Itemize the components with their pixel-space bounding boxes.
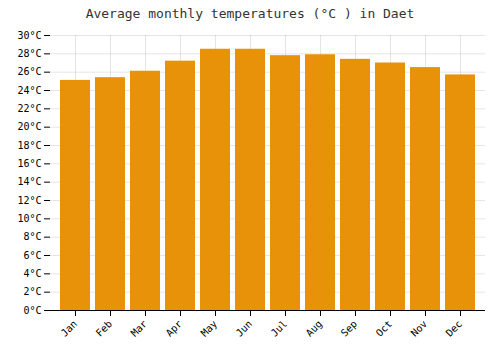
svg-text:6°C: 6°C [23,250,41,261]
svg-text:16°C: 16°C [17,158,41,169]
svg-text:Aug: Aug [304,318,325,339]
svg-text:2°C: 2°C [23,286,41,297]
svg-text:18°C: 18°C [17,140,41,151]
svg-text:Jan: Jan [59,318,80,339]
svg-text:12°C: 12°C [17,195,41,206]
svg-text:Dec: Dec [444,318,465,339]
svg-text:24°C: 24°C [17,85,41,96]
svg-text:30°C: 30°C [17,30,41,41]
svg-text:Oct: Oct [374,318,395,339]
svg-text:14°C: 14°C [17,176,41,187]
html-text:Average monthly temperatures (: Average monthly temperatures (°C ) in Da… [85,6,415,21]
svg-text:Apr: Apr [164,318,185,339]
svg-text:Sep: Sep [339,318,360,339]
svg-text:8°C: 8°C [23,231,41,242]
svg-text:Mar: Mar [129,318,150,339]
svg-text:26°C: 26°C [17,66,41,77]
svg-text:Jun: Jun [234,318,255,339]
svg-text:22°C: 22°C [17,103,41,114]
svg-text:10°C: 10°C [17,213,41,224]
svg-text:0°C: 0°C [23,305,41,316]
svg-text:4°C: 4°C [23,268,41,279]
svg-text:Feb: Feb [94,318,115,339]
svg-text:20°C: 20°C [17,121,41,132]
svg-text:Jul: Jul [269,318,290,339]
svg-text:May: May [199,318,220,339]
svg-text:28°C: 28°C [17,48,41,59]
svg-text:Nov: Nov [409,318,430,339]
